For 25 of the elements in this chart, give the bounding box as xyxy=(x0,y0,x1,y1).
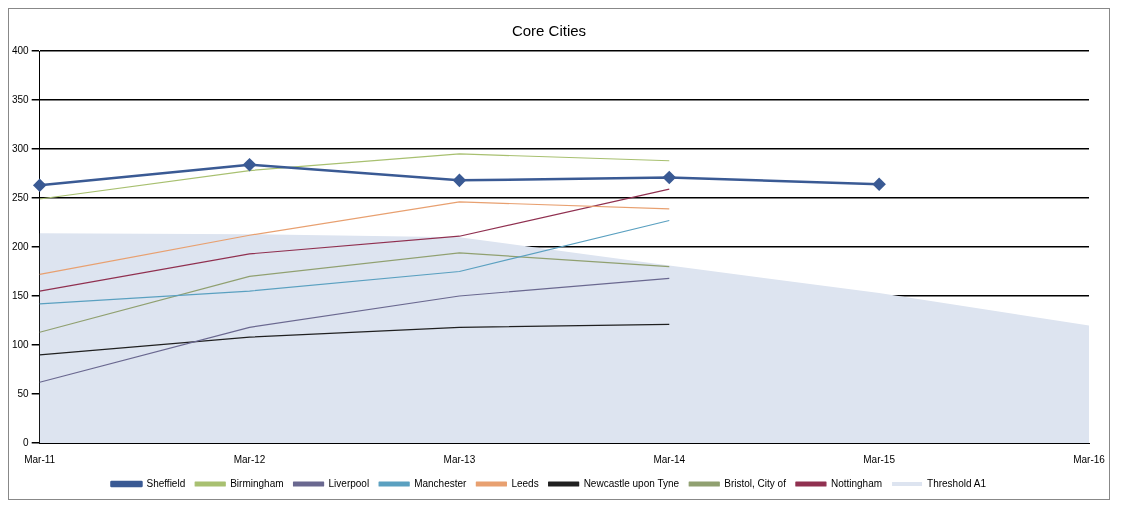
y-tick-label: 250 xyxy=(12,191,30,203)
legend-label: Newcastle upon Tyne xyxy=(583,477,680,489)
legend-label: Bristol, City of xyxy=(724,477,787,489)
y-tick-label: 0 xyxy=(23,436,30,448)
y-tick-label: 100 xyxy=(12,338,30,350)
chart-title: Core Cities xyxy=(511,22,587,40)
y-tick-label: 200 xyxy=(12,240,30,252)
x-tick-label: Mar-15 xyxy=(863,453,896,465)
x-tick-label: Mar-13 xyxy=(443,453,476,465)
y-tick-label: 150 xyxy=(12,289,30,301)
legend-label: Liverpool xyxy=(328,477,370,489)
y-tick-label: 350 xyxy=(12,93,30,105)
x-tick-label: Mar-12 xyxy=(233,453,266,465)
legend-label: Sheffield xyxy=(146,477,186,489)
legend-label: Leeds xyxy=(511,477,539,489)
legend-label: Birmingham xyxy=(230,477,284,489)
legend-label: Threshold A1 xyxy=(927,477,987,489)
x-tick-label: Mar-11 xyxy=(24,453,56,465)
y-tick-label: 400 xyxy=(12,44,30,56)
y-tick-label: 50 xyxy=(17,387,30,399)
legend-label: Manchester xyxy=(414,477,468,489)
x-tick-label: Mar-16 xyxy=(1073,453,1106,465)
legend-label: Nottingham xyxy=(830,477,883,489)
y-tick-label: 300 xyxy=(12,142,30,154)
x-tick-label: Mar-14 xyxy=(653,453,686,465)
